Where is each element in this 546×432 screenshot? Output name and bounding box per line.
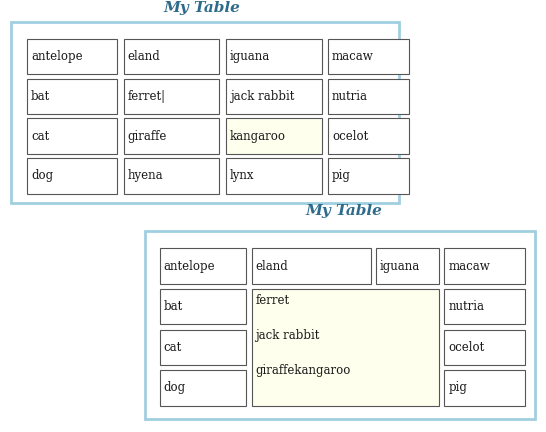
Text: My Table: My Table	[164, 1, 240, 15]
FancyBboxPatch shape	[124, 118, 219, 154]
FancyBboxPatch shape	[252, 289, 439, 406]
FancyBboxPatch shape	[328, 79, 409, 114]
Text: jack rabbit: jack rabbit	[230, 90, 294, 103]
FancyBboxPatch shape	[27, 158, 117, 194]
Text: ocelot: ocelot	[448, 341, 484, 354]
FancyBboxPatch shape	[252, 248, 371, 284]
Text: bat: bat	[164, 300, 183, 313]
FancyBboxPatch shape	[226, 79, 322, 114]
FancyBboxPatch shape	[328, 118, 409, 154]
Text: eland: eland	[128, 50, 161, 63]
Text: bat: bat	[31, 90, 50, 103]
FancyBboxPatch shape	[160, 289, 246, 324]
Text: dog: dog	[164, 381, 186, 394]
Text: ferret: ferret	[256, 294, 290, 307]
Text: giraffekangaroo: giraffekangaroo	[256, 364, 351, 377]
Text: ocelot: ocelot	[332, 130, 368, 143]
Text: cat: cat	[164, 341, 182, 354]
Text: lynx: lynx	[230, 169, 254, 182]
FancyBboxPatch shape	[226, 158, 322, 194]
FancyBboxPatch shape	[160, 370, 246, 406]
Text: nutria: nutria	[448, 300, 484, 313]
Text: hyena: hyena	[128, 169, 163, 182]
Text: My Table: My Table	[306, 204, 382, 218]
FancyBboxPatch shape	[328, 158, 409, 194]
FancyBboxPatch shape	[226, 39, 322, 74]
FancyBboxPatch shape	[124, 39, 219, 74]
FancyBboxPatch shape	[328, 39, 409, 74]
FancyBboxPatch shape	[444, 330, 525, 365]
FancyBboxPatch shape	[145, 231, 535, 419]
Text: kangaroo: kangaroo	[230, 130, 286, 143]
Text: antelope: antelope	[164, 260, 216, 273]
Text: dog: dog	[31, 169, 54, 182]
FancyBboxPatch shape	[27, 39, 117, 74]
Text: iguana: iguana	[380, 260, 420, 273]
Text: macaw: macaw	[332, 50, 373, 63]
FancyBboxPatch shape	[444, 289, 525, 324]
FancyBboxPatch shape	[226, 118, 322, 154]
Text: ferret|: ferret|	[128, 90, 166, 103]
FancyBboxPatch shape	[27, 79, 117, 114]
FancyBboxPatch shape	[27, 118, 117, 154]
FancyBboxPatch shape	[124, 158, 219, 194]
Text: cat: cat	[31, 130, 49, 143]
FancyBboxPatch shape	[11, 22, 399, 203]
FancyBboxPatch shape	[444, 370, 525, 406]
FancyBboxPatch shape	[444, 248, 525, 284]
Text: pig: pig	[332, 169, 351, 182]
Text: macaw: macaw	[448, 260, 490, 273]
FancyBboxPatch shape	[160, 248, 246, 284]
Text: nutria: nutria	[332, 90, 368, 103]
Text: eland: eland	[256, 260, 288, 273]
Text: jack rabbit: jack rabbit	[256, 329, 320, 342]
FancyBboxPatch shape	[124, 79, 219, 114]
Text: iguana: iguana	[230, 50, 270, 63]
FancyBboxPatch shape	[160, 330, 246, 365]
FancyBboxPatch shape	[376, 248, 439, 284]
Text: antelope: antelope	[31, 50, 83, 63]
Text: giraffe: giraffe	[128, 130, 167, 143]
Text: pig: pig	[448, 381, 467, 394]
